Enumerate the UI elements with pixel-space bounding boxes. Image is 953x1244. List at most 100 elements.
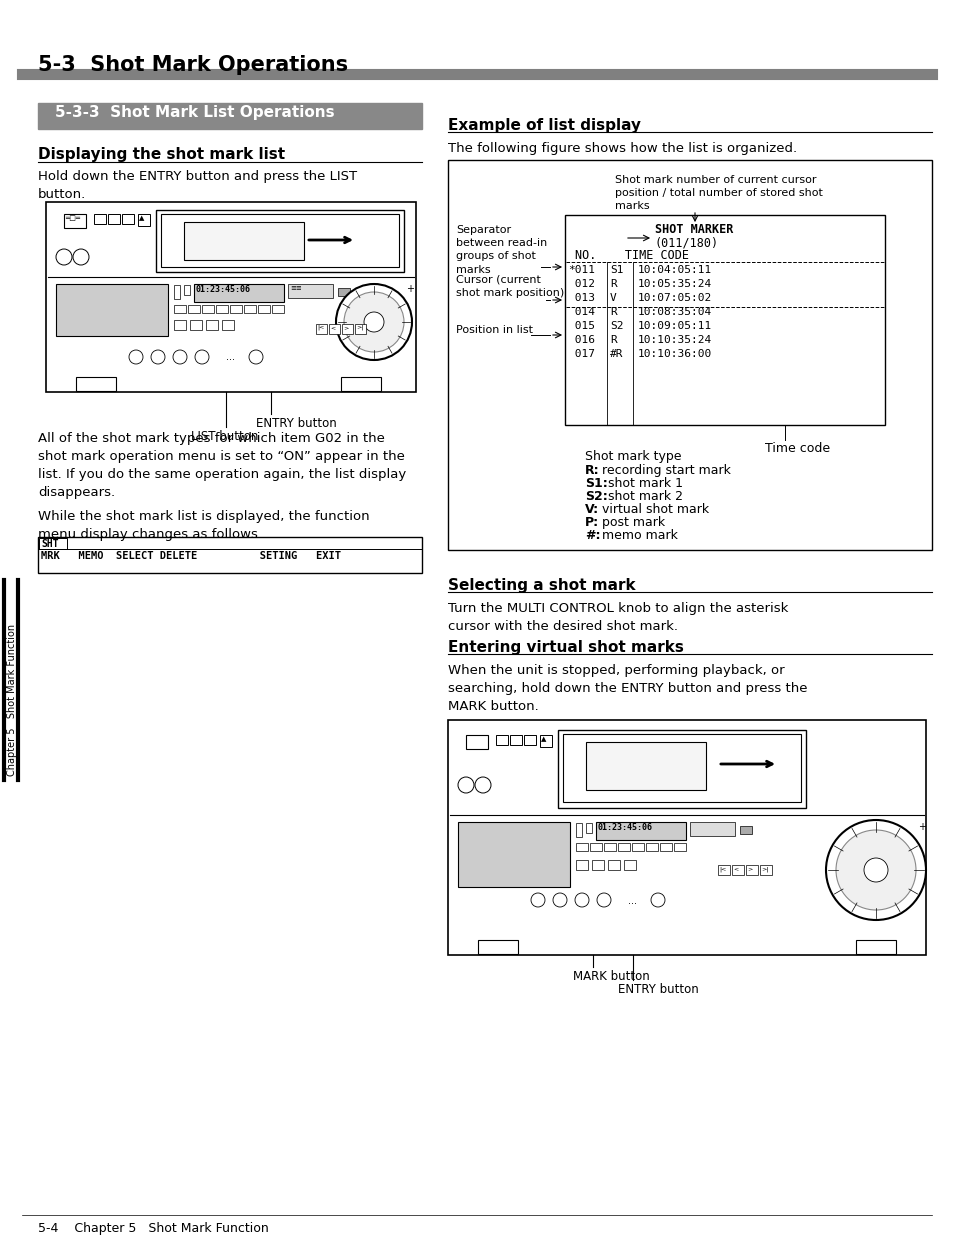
Text: 013: 013 bbox=[567, 294, 595, 304]
Bar bbox=[39, 537, 67, 549]
Bar bbox=[46, 202, 416, 392]
Bar bbox=[173, 305, 186, 313]
Bar bbox=[161, 214, 398, 267]
Text: S2: S2 bbox=[609, 321, 623, 331]
Bar bbox=[592, 860, 603, 870]
Bar bbox=[596, 822, 685, 840]
Text: >|: >| bbox=[355, 325, 363, 331]
Text: 10:10:36:00: 10:10:36:00 bbox=[638, 350, 712, 360]
Bar bbox=[355, 323, 366, 333]
Text: 012: 012 bbox=[567, 279, 595, 289]
Text: Entering virtual shot marks: Entering virtual shot marks bbox=[448, 639, 683, 656]
Text: shot mark 2: shot mark 2 bbox=[604, 490, 682, 503]
Text: 10:09:05:11: 10:09:05:11 bbox=[638, 321, 712, 331]
Bar bbox=[465, 735, 488, 749]
Bar bbox=[564, 215, 884, 425]
Text: 014: 014 bbox=[567, 307, 595, 317]
Text: 10:07:05:02: 10:07:05:02 bbox=[638, 294, 712, 304]
Bar bbox=[138, 214, 150, 226]
Bar bbox=[585, 824, 592, 833]
Bar bbox=[173, 320, 186, 330]
Text: ENTRY button: ENTRY button bbox=[618, 983, 698, 996]
Text: post mark: post mark bbox=[598, 516, 664, 529]
Bar bbox=[244, 305, 255, 313]
Circle shape bbox=[835, 830, 915, 911]
Text: NO.    TIME CODE: NO. TIME CODE bbox=[575, 249, 688, 262]
Bar bbox=[558, 730, 805, 809]
Text: |<: |< bbox=[719, 866, 725, 872]
Bar bbox=[340, 377, 380, 391]
Text: >|: >| bbox=[760, 866, 767, 872]
Circle shape bbox=[553, 893, 566, 907]
Text: virtual shot mark: virtual shot mark bbox=[598, 503, 708, 516]
Text: 10:10:35:24: 10:10:35:24 bbox=[638, 335, 712, 345]
Bar bbox=[603, 843, 616, 851]
Text: LIST button: LIST button bbox=[191, 430, 258, 443]
Bar bbox=[94, 214, 106, 224]
Bar bbox=[576, 843, 587, 851]
Text: #R: #R bbox=[609, 350, 623, 360]
Text: Separator
between read-in
groups of shot
marks: Separator between read-in groups of shot… bbox=[456, 225, 547, 275]
Bar bbox=[76, 377, 116, 391]
Text: 10:08:35:04: 10:08:35:04 bbox=[638, 307, 712, 317]
Text: R: R bbox=[609, 279, 616, 289]
Circle shape bbox=[825, 820, 925, 921]
Bar bbox=[222, 320, 233, 330]
Bar bbox=[56, 284, 168, 336]
Circle shape bbox=[335, 284, 412, 360]
Text: 01:23:45:06: 01:23:45:06 bbox=[598, 824, 652, 832]
Bar bbox=[202, 305, 213, 313]
Text: SHOT MARKER: SHOT MARKER bbox=[655, 223, 733, 236]
Text: ...: ... bbox=[226, 352, 234, 362]
Text: 015: 015 bbox=[567, 321, 595, 331]
Text: 10:05:35:24: 10:05:35:24 bbox=[638, 279, 712, 289]
Text: >: > bbox=[746, 866, 752, 871]
Text: 5-3-3  Shot Mark List Operations: 5-3-3 Shot Mark List Operations bbox=[55, 104, 335, 119]
Circle shape bbox=[650, 893, 664, 907]
Bar bbox=[257, 305, 270, 313]
Text: Hold down the ENTRY button and press the LIST
button.: Hold down the ENTRY button and press the… bbox=[38, 170, 356, 202]
Bar bbox=[740, 826, 751, 833]
Text: Shot mark number of current cursor
position / total number of stored shot
marks: Shot mark number of current cursor posit… bbox=[615, 175, 822, 211]
Text: Cursor (current
shot mark position): Cursor (current shot mark position) bbox=[456, 275, 563, 299]
Bar bbox=[496, 735, 507, 745]
Bar bbox=[576, 860, 587, 870]
Text: P:: P: bbox=[584, 516, 598, 529]
Bar bbox=[64, 214, 86, 228]
Bar bbox=[184, 221, 304, 260]
Text: V:: V: bbox=[584, 503, 598, 516]
Text: (011/180): (011/180) bbox=[655, 236, 719, 249]
Bar bbox=[618, 843, 629, 851]
Text: 5-3  Shot Mark Operations: 5-3 Shot Mark Operations bbox=[38, 55, 348, 75]
Text: MRK   MEMO  SELECT DELETE          SETING   EXIT: MRK MEMO SELECT DELETE SETING EXIT bbox=[41, 551, 340, 561]
Text: ≡≡: ≡≡ bbox=[290, 285, 301, 291]
Circle shape bbox=[344, 292, 403, 352]
Bar bbox=[448, 160, 931, 550]
Text: recording start mark: recording start mark bbox=[598, 464, 730, 476]
Text: >: > bbox=[343, 325, 348, 330]
Text: Time code: Time code bbox=[764, 442, 829, 455]
Circle shape bbox=[863, 858, 887, 882]
Text: S1: S1 bbox=[609, 265, 623, 275]
Text: The following figure shows how the list is organized.: The following figure shows how the list … bbox=[448, 142, 797, 156]
Text: #:: #: bbox=[584, 529, 599, 542]
Text: When the unit is stopped, performing playback, or
searching, hold down the ENTRY: When the unit is stopped, performing pla… bbox=[448, 664, 806, 713]
Bar bbox=[230, 305, 242, 313]
Text: ▲: ▲ bbox=[139, 215, 144, 221]
Text: ▲: ▲ bbox=[540, 736, 546, 741]
Circle shape bbox=[597, 893, 610, 907]
Bar bbox=[659, 843, 671, 851]
Circle shape bbox=[129, 350, 143, 364]
Bar bbox=[156, 210, 403, 272]
Bar bbox=[562, 734, 801, 802]
Bar bbox=[215, 305, 228, 313]
Text: 10:04:05:11: 10:04:05:11 bbox=[638, 265, 712, 275]
Text: S2:: S2: bbox=[584, 490, 607, 503]
Bar bbox=[272, 305, 284, 313]
Text: shot mark 1: shot mark 1 bbox=[604, 476, 682, 490]
Bar bbox=[184, 285, 190, 295]
Bar bbox=[190, 320, 202, 330]
Bar bbox=[576, 824, 581, 837]
Text: Selecting a shot mark: Selecting a shot mark bbox=[448, 578, 635, 593]
Bar bbox=[718, 865, 729, 875]
